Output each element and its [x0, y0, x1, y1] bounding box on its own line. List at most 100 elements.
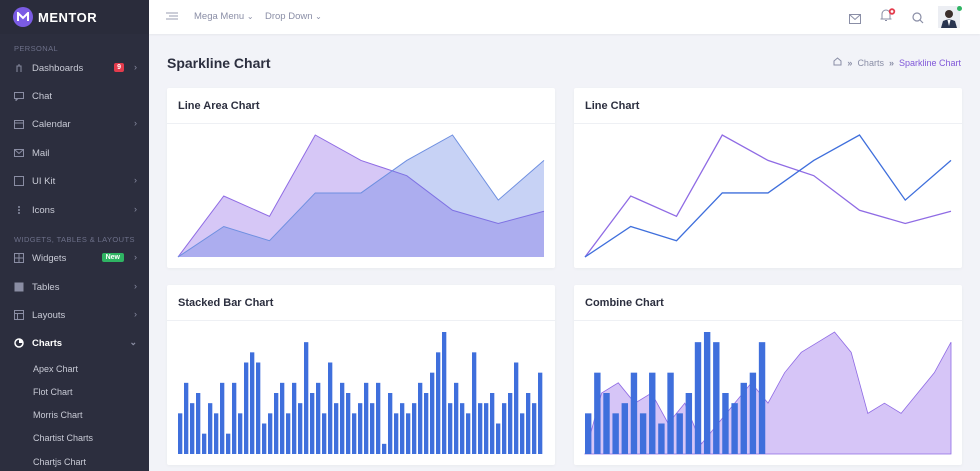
chevron-right-icon: ›	[134, 175, 137, 185]
breadcrumb-current: Sparkline Chart	[898, 57, 961, 68]
bar	[394, 413, 399, 454]
bar	[460, 403, 465, 454]
bar	[526, 393, 531, 454]
combine-bar	[731, 403, 738, 454]
menu-toggle-icon[interactable]	[166, 9, 180, 23]
chevron-right-icon: ›	[134, 118, 137, 128]
avatar[interactable]	[938, 6, 962, 28]
line-area-chart-card: Line Area Chart	[167, 88, 555, 268]
bar	[256, 362, 261, 454]
stacked-bar-chart	[178, 332, 543, 454]
sidebar-subitem-flot-chart[interactable]: Flot Chart	[33, 387, 73, 397]
bar	[250, 352, 255, 454]
line-series-1	[584, 134, 952, 258]
bar	[496, 423, 501, 454]
notification-count-badge: 9	[114, 63, 124, 72]
breadcrumb: » Charts » Sparkline Chart	[833, 57, 961, 68]
mentor-logo-icon	[13, 7, 33, 27]
search-icon[interactable]	[912, 11, 926, 25]
mega-menu-dropdown[interactable]: Mega Menu ⌄	[194, 11, 254, 22]
sidebar-item-chat[interactable]: Chat	[0, 85, 149, 107]
section-label-widgets: Widgets, Tables & Layouts	[14, 235, 135, 244]
mail-icon[interactable]	[849, 11, 863, 25]
bar	[424, 393, 429, 454]
bar	[208, 403, 213, 454]
bar	[220, 382, 225, 454]
chevron-right-icon: ›	[134, 281, 137, 291]
card-title: Line Chart	[585, 100, 640, 112]
bar	[466, 413, 471, 454]
sidebar-item-dashboards[interactable]: Dashboards 9 ›	[0, 57, 149, 79]
bar	[358, 403, 363, 454]
bar	[532, 403, 537, 454]
chat-icon	[14, 91, 24, 101]
new-badge: New	[101, 253, 124, 262]
notification-bell-icon[interactable]	[880, 8, 896, 22]
divider	[574, 320, 962, 321]
sidebar-item-layouts[interactable]: Layouts ›	[0, 304, 149, 326]
sidebar-item-widgets[interactable]: Widgets New ›	[0, 247, 149, 269]
sidebar-item-label: Mail	[32, 147, 50, 159]
chevron-right-icon: ›	[134, 252, 137, 262]
combine-chart-card: Combine Chart	[574, 285, 962, 465]
bar	[304, 342, 309, 454]
bar	[376, 382, 381, 454]
divider	[167, 320, 555, 321]
sidebar-item-label: UI Kit	[32, 175, 56, 187]
bar	[298, 403, 303, 454]
sidebar-item-label: Tables	[32, 281, 60, 293]
home-icon[interactable]	[833, 57, 842, 68]
bar	[268, 413, 273, 454]
bar	[502, 403, 507, 454]
bar	[196, 393, 201, 454]
area-series-1-fill	[178, 135, 544, 257]
sidebar-item-label: Widgets	[32, 252, 67, 264]
bar	[184, 382, 189, 454]
card-title: Stacked Bar Chart	[178, 297, 274, 309]
section-label-personal: Personal	[14, 44, 59, 53]
sidebar-item-charts[interactable]: Charts ⌄	[0, 332, 149, 354]
bar	[538, 372, 543, 454]
bar	[310, 393, 315, 454]
combine-bar	[594, 372, 601, 454]
sidebar-item-icons[interactable]: Icons ›	[0, 199, 149, 221]
combine-bar	[703, 332, 711, 454]
brand[interactable]: MENTOR	[0, 0, 149, 34]
bar	[352, 413, 357, 454]
bar	[418, 382, 423, 454]
line-chart	[584, 134, 952, 258]
combine-bar	[694, 342, 702, 454]
sidebar-item-label: Dashboards	[32, 62, 84, 74]
bar	[190, 403, 195, 454]
sidebar-item-label: Layouts	[32, 309, 66, 321]
breadcrumb-separator: »	[888, 57, 894, 68]
brand-name: MENTOR	[38, 9, 98, 25]
mail-icon	[14, 148, 24, 158]
breadcrumb-charts[interactable]: Charts	[857, 57, 884, 68]
bar	[448, 403, 453, 454]
sidebar-subitem-apex-chart[interactable]: Apex Chart	[33, 364, 79, 374]
area-series-2-line	[177, 134, 545, 258]
bar	[382, 443, 387, 454]
sidebar-subitem-chartist-charts[interactable]: Chartist Charts	[33, 433, 94, 443]
bar	[238, 413, 243, 454]
combine-bar	[658, 423, 665, 454]
bar	[400, 403, 405, 454]
bar	[178, 413, 183, 454]
sidebar-item-tables[interactable]: Tables ›	[0, 276, 149, 298]
bar	[286, 413, 291, 454]
sidebar-item-ui-kit[interactable]: UI Kit ›	[0, 170, 149, 192]
bar	[454, 382, 459, 454]
sidebar-item-mail[interactable]: Mail	[0, 142, 149, 164]
icons-icon	[14, 205, 24, 215]
drop-down-menu[interactable]: Drop Down ⌄	[265, 11, 322, 22]
sidebar-subitem-chartjs-chart[interactable]: Chartjs Chart	[33, 457, 87, 467]
chevron-right-icon: ›	[134, 62, 137, 72]
sidebar-item-calendar[interactable]: Calendar ›	[0, 113, 149, 135]
bar	[328, 362, 333, 454]
line-series-2	[584, 134, 952, 258]
topbar: Mega Menu ⌄ Drop Down ⌄	[149, 0, 980, 34]
bar	[406, 413, 411, 454]
sidebar-subitem-morris-chart[interactable]: Morris Chart	[33, 410, 83, 420]
chevron-right-icon: ›	[134, 204, 137, 214]
